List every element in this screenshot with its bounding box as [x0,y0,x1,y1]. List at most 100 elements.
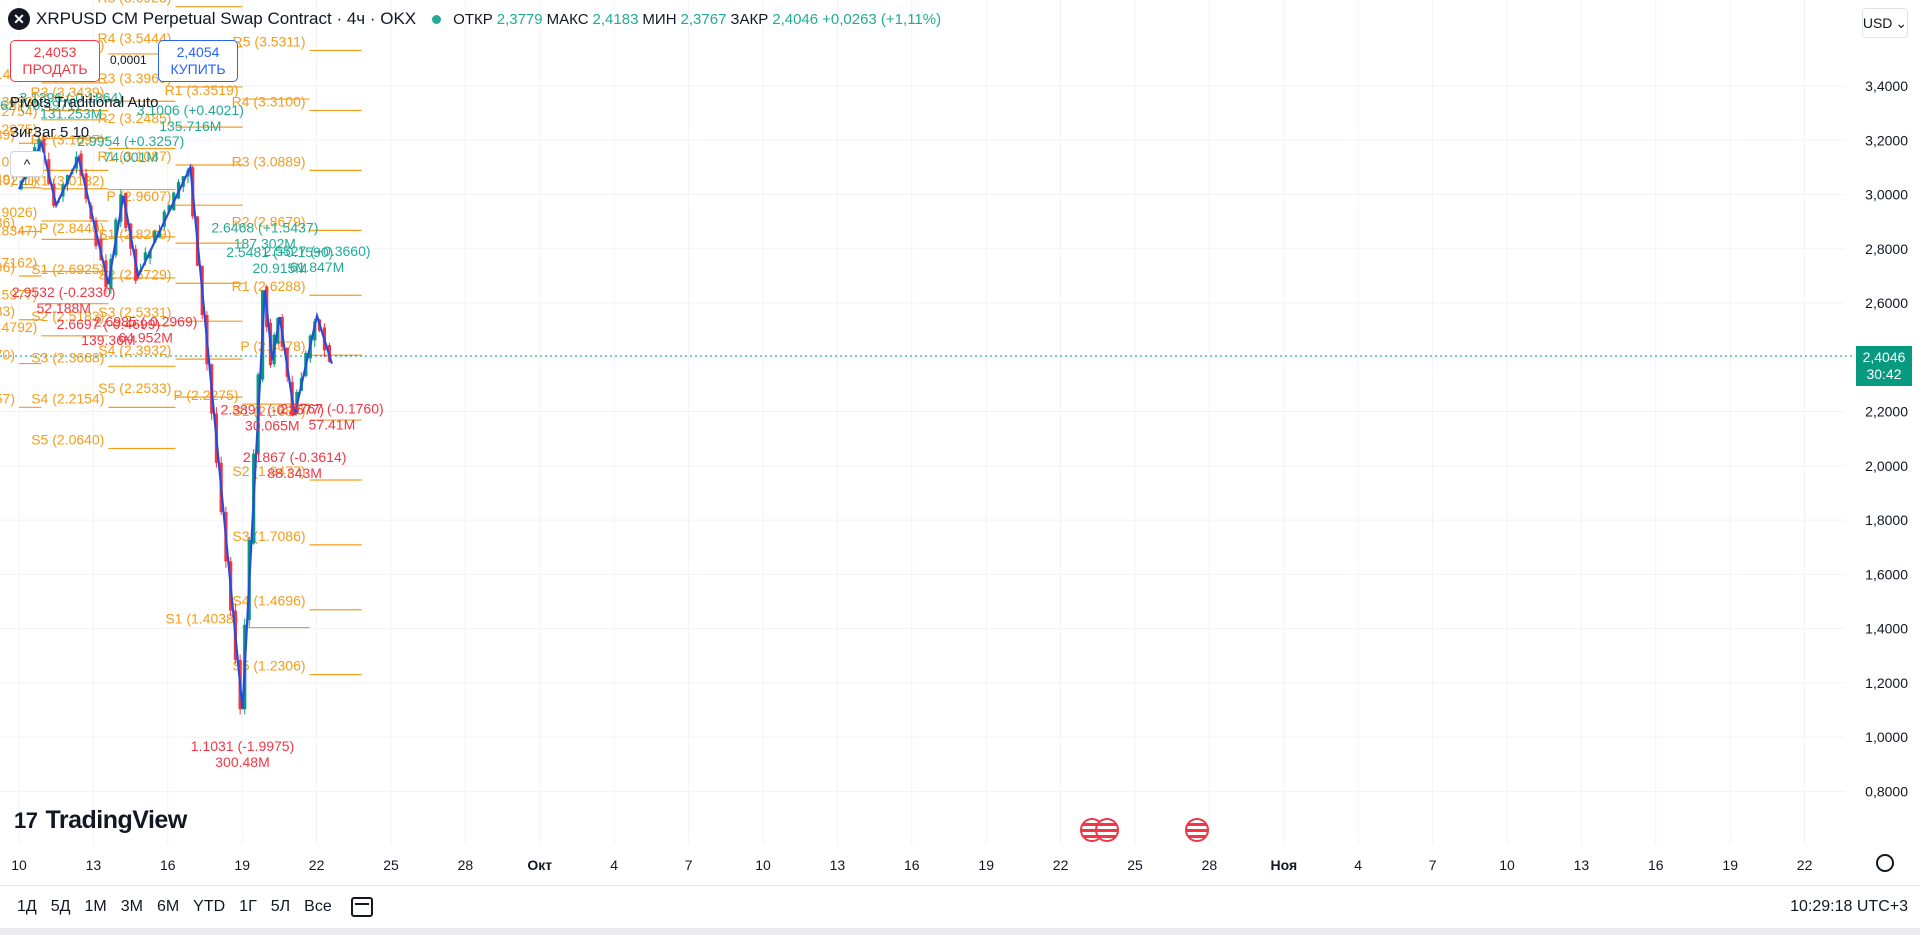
x-tick-label: 7 [1429,857,1437,873]
pivot-level-label: S2 (2.6996) [0,259,15,275]
pivot-level-label: R3 (3.0889) [232,153,306,169]
pivot-level-label: R3 (3.3965) [98,70,172,86]
zigzag-price-label: 2.6468 (+1.5437) [211,219,318,235]
zigzag-volume-label: 139.36M [81,332,135,348]
y-tick-label: 3,0000 [1865,187,1908,203]
zigzag-volume-label: 61.847M [290,259,344,275]
gear-icon[interactable] [1876,854,1894,872]
open-value: 2,3779 [496,10,543,28]
x-tick-label: 28 [458,857,474,873]
pivot-level-label: S1 (2.1687) [232,403,305,419]
y-tick-label: 0,8000 [1865,783,1908,799]
y-tick-label: 1,4000 [1865,621,1908,637]
pivot-level-label: R2 (3.2075) [0,121,37,137]
pivot-level-label: R5 (3.5311) [233,33,306,49]
candle-body [162,211,166,227]
symbol-header[interactable]: ✕ XRPUSD CM Perpetual Swap Contract · 4ч… [8,8,941,30]
range-1m-button[interactable]: 1М [84,898,107,915]
pivot-level-label: S1 (1.4038) [165,611,238,627]
us-flag-event-icon[interactable] [1095,818,1119,842]
ohlc-values: ОТКР 2,3779 МАКС 2,4183 МИН 2,3767 ЗАКР 2,40… [453,11,941,28]
pivot-level-label: S3 (2.5383) [0,303,15,319]
bottom-strip [0,928,1920,935]
zigzag-volume-label: 64.952M [118,329,172,345]
candle-body [153,231,157,243]
collapse-indicators-button[interactable]: ^ [10,151,44,177]
pivot-level-label: R1 (3.1087) [98,148,172,164]
zigzag-price-label: 2.9532 (-0.2330) [12,284,116,300]
pivot-level-label: P (2.2275) [173,387,238,403]
pivot-level-label: R2 (2.8679) [232,213,306,229]
sell-price: 2,4053 [33,44,77,60]
range-3m-button[interactable]: 3М [120,898,143,915]
zigzag-indicator-label[interactable]: ЗигЗаг 5 10 [10,124,90,141]
us-flag-event-icon[interactable] [1185,818,1209,842]
sell-label: ПРОДАТЬ [22,61,88,77]
price-axis[interactable]: 3,40003,20003,00002,80002,60002,40002,20… [1865,78,1908,799]
y-tick-label: 1,0000 [1865,729,1908,745]
pivot-level-label: R4 (3.3100) [232,93,306,109]
zigzag-price-label: 2.3767 (-0.1760) [280,401,384,417]
x-tick-label: Ноя [1270,857,1297,873]
pivot-level-label: R5 (3.6923) [98,0,172,6]
zigzag-volume-label: 88.343M [267,465,321,481]
zigzag-price-label: 2.6697 (-0.4699) [57,316,161,332]
time-axis[interactable]: 10 13 16 19 22 25 28 Окт 4 7 10 13 16 19 22 25 28 Ноя 4 7 10… [11,857,1812,873]
pivot-level-label: S4 (2.3932) [98,342,171,358]
x-tick-label: 25 [383,857,399,873]
market-status-dot [432,14,442,24]
range-all-button[interactable]: Все [304,898,332,915]
x-tick-label: 4 [1354,857,1362,873]
currency-selector[interactable]: USD ⌄ [1862,8,1908,38]
range-ytd-button[interactable]: YTD [193,898,226,915]
pivot-level-label: R3 (3.3439) [30,84,104,100]
pivot-level-label: R2 (3.2485) [98,110,172,126]
x-tick-label: 22 [1053,857,1069,873]
x-tick-label: 10 [755,857,771,873]
zigzag-volume-label: 57.41M [309,417,356,433]
y-tick-label: 2,0000 [1865,458,1908,474]
low-label: МИН [642,10,677,28]
buy-price: 2,4054 [176,44,220,60]
pivot-level-label: R1 (3.1889) [0,126,15,142]
brand-name: TradingView [45,806,187,834]
tradingview-logo[interactable]: 17 TradingView [14,806,187,835]
sell-button[interactable]: 2,4053 ПРОДАТЬ [10,40,100,82]
x-tick-label: 22 [309,857,325,873]
zigzag-annotations: 3.1862 (+0.4971)3.1396 (-0.1864)131.253M… [0,90,384,771]
zigzag-volume-label: 131.253M [40,106,102,122]
buy-button[interactable]: 2,4054 КУПИТЬ [158,40,238,82]
x-tick-label: 16 [904,857,920,873]
x-tick-label: 10 [1499,857,1515,873]
chevron-down-icon: ⌄ [1895,14,1908,31]
zigzag-volume-label: 52.188M [36,300,90,316]
pivot-level-label: S2 (1.9477) [232,463,305,479]
calendar-icon[interactable] [350,897,373,917]
x-tick-label: 13 [86,857,102,873]
symbol-title[interactable]: XRPUSD CM Perpetual Swap Contract · 4ч ·… [36,9,417,28]
pivot-level-label: S1 (2.6925) [31,261,104,277]
candle-body [143,252,147,261]
zigzag-price-label: 1.1031 (-1.9975) [191,738,295,754]
zigzag-volume-label: 300.48M [215,754,269,770]
zigzag-price-label: 2.1867 (-0.3614) [243,449,347,465]
pivot-level-label: S4 (2.5977) [0,287,37,303]
range-5y-button[interactable]: 5Л [270,898,291,915]
x-tick-label: 10 [11,857,27,873]
high-value: 2,4183 [592,10,639,28]
y-tick-label: 1,6000 [1865,566,1908,582]
x-tick-label: 13 [1574,857,1590,873]
x-tick-label: 22 [1797,857,1813,873]
pivots-indicator-label[interactable]: Pivots Traditional Auto [10,94,159,111]
x-tick-label: 19 [234,857,250,873]
pivot-level-label: S5 (1.2306) [232,658,305,674]
range-6m-button[interactable]: 6М [156,898,180,915]
x-tick-label: 19 [978,857,994,873]
range-5d-button[interactable]: 5Д [50,898,71,915]
bottom-toolbar: 1Д 5Д 1М 3М 6М YTD 1Г 5Л Все 10:29:18 UT… [0,885,1920,928]
last-price-value: 2,4046 [1862,349,1906,365]
range-1d-button[interactable]: 1Д [17,898,37,915]
clock-display[interactable]: 10:29:18 UTC+3 [1790,898,1908,915]
range-1y-button[interactable]: 1Г [239,898,257,915]
